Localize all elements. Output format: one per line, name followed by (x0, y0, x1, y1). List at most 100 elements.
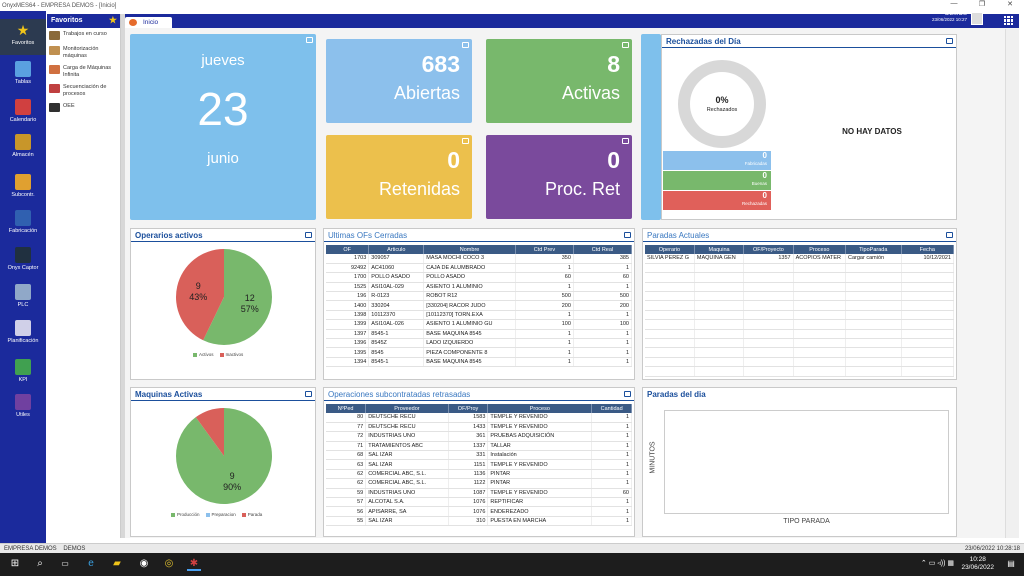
minimize-button[interactable]: — (950, 0, 958, 7)
task-view-icon[interactable]: ▭ (61, 559, 69, 568)
table-cell: POLLO ASADO (423, 272, 516, 283)
tray-icons[interactable]: ⌃ ▭ ◃)) ▦ (920, 560, 954, 567)
edge-icon[interactable]: e (88, 558, 94, 569)
table-row[interactable]: SILVIA PEREZ G MAQUINA GEN 1357 ACOPIOS MAT… (645, 254, 955, 264)
table-row[interactable]: 1398 10112370 [10112370] TORN.EXA 1 1 (326, 310, 633, 321)
expand-icon[interactable] (622, 138, 629, 144)
notifications-icon[interactable]: ▤ (1007, 559, 1015, 568)
column-header[interactable]: TipoParada (845, 245, 902, 254)
table-row[interactable]: 196 R-0123 ROBOT R12 500 500 (326, 291, 633, 302)
favorite-item[interactable]: Carga de Máquinas Infinita (47, 62, 120, 81)
kpi-tile-retenidas[interactable]: 0 Retenidas (326, 135, 472, 219)
panel-splitter[interactable] (121, 14, 125, 538)
table-row[interactable]: 1399 ASI10AL-026 ASIENTO 1 ALUMINIO GU 100 1… (326, 319, 633, 330)
expand-icon[interactable] (624, 232, 631, 238)
column-header[interactable]: Ctd Real (573, 245, 633, 254)
kpi-tile-abiertas[interactable]: 683 Abiertas (326, 39, 472, 123)
column-header[interactable]: Nombre (423, 245, 516, 254)
favorite-item[interactable]: Secuenciación de procesos (47, 81, 120, 100)
kpi-tile-proc-ret[interactable]: 0 Proc. Ret (486, 135, 632, 219)
table-row[interactable]: 63 SAL IZAR 1151 TEMPLE Y REVENIDO 1 (326, 459, 632, 470)
table-row[interactable]: 68 SAL IZAR 331 Instalación 1 (326, 450, 632, 461)
table-row[interactable]: 55 SAL IZAR 310 PUESTA EN MARCHA 1 (326, 516, 632, 527)
legend-swatch (219, 352, 224, 357)
tab-inicio[interactable]: Inicio (125, 17, 172, 28)
table-row[interactable]: 71 TRATAMIENTOS ABC 1337 TALLAR 1 (326, 441, 632, 452)
expand-icon[interactable] (946, 232, 953, 238)
windows-start-icon[interactable]: ⊞ (10, 558, 20, 569)
column-header[interactable]: OF (326, 245, 370, 254)
nav-item-almac-n[interactable]: Almacén (0, 131, 46, 167)
expand-icon[interactable] (306, 37, 313, 43)
table-row[interactable]: 1396 8545Z LADO IZQUIERDO 1 1 (326, 338, 633, 349)
expand-icon[interactable] (624, 391, 631, 397)
table-row[interactable]: 56 APISARRE, SA 1076 ENDEREZADO 1 (326, 506, 632, 517)
avatar[interactable] (971, 12, 983, 25)
column-header[interactable]: Articulo (368, 245, 425, 254)
column-header[interactable]: Ctd Prev (515, 245, 574, 254)
expand-icon[interactable] (462, 42, 469, 48)
column-header[interactable]: Maquina (694, 245, 745, 254)
pie-slice-parada[interactable] (195, 408, 224, 456)
table-row[interactable]: 1397 8545-1 BASE MAQUINA 8545 1 1 (326, 329, 633, 340)
taskbar-clock[interactable]: 10:28 23/06/2022 (961, 556, 994, 572)
star-icon[interactable]: ★ (108, 15, 117, 25)
nav-item-kpi[interactable]: KPI (0, 356, 46, 392)
nav-item-plc[interactable]: PLC (0, 281, 46, 317)
nav-item-favoritos[interactable]: ★ Favoritos (0, 19, 46, 55)
nav-item-fabricaci-n[interactable]: Fabricación (0, 207, 46, 243)
table-row[interactable]: 1700 POLLO ASADO POLLO ASADO 60 60 (326, 272, 633, 283)
column-header[interactable]: NºPed (326, 404, 367, 413)
table-row[interactable]: 92492 AC41060 CAJA DE ALUMBRADO 1 1 (326, 263, 633, 274)
main-navigation: ★ Favoritos Tablas Calendario Almacén Subcont… (0, 11, 46, 543)
table-row[interactable]: 57 ALCOTAL S.A. 1076 REPTIFICAR 1 (326, 497, 632, 508)
column-header[interactable]: Operario (645, 245, 695, 254)
table-cell: 63 (326, 459, 367, 470)
column-header[interactable]: Proceso (793, 245, 847, 254)
pie-slice-inactivos[interactable] (176, 249, 224, 341)
table-row[interactable]: 1394 8545-1 BASE MAQUINA 8545 1 1 (326, 357, 633, 368)
column-header[interactable]: Proveedor (365, 404, 449, 413)
expand-icon[interactable] (462, 138, 469, 144)
maximize-button[interactable]: ❐ (978, 1, 986, 8)
file-explorer-icon[interactable]: ▰ (113, 558, 121, 569)
expand-icon[interactable] (305, 391, 312, 397)
table-row[interactable]: 62 COMERCIAL ABC, S.L. 1122 PINTAR 1 (326, 478, 632, 489)
nav-item-planificaci-n[interactable]: Planificación (0, 317, 46, 353)
favorite-item[interactable]: Trabajos en curso (47, 28, 120, 43)
table-cell: 1400 (326, 300, 370, 311)
nav-item-utiles[interactable]: Utiles (0, 391, 46, 427)
apps-grid-icon[interactable] (1004, 16, 1013, 25)
kpi-tile-activas[interactable]: 8 Activas (486, 39, 632, 123)
expand-icon[interactable] (946, 38, 953, 44)
favorite-item[interactable]: Monitorización máquinas (47, 43, 120, 62)
table-row[interactable]: 80 DEUTSCHE RECU 1583 TEMPLE Y REVENIDO 1 (326, 413, 632, 423)
table-row[interactable]: 1703 309057 MASA MOCHI COCO 3 350 385 (326, 254, 633, 264)
table-row[interactable]: 59 INDUSTRIAS UNO 1087 TEMPLE Y REVENIDO 60 (326, 488, 632, 499)
column-header[interactable]: OF/Proyecto (743, 245, 794, 254)
table-row[interactable]: 1400 330204 [330204] RACOR JUDO 200 200 (326, 300, 633, 311)
column-header[interactable]: Cantidad (591, 404, 632, 413)
table-row[interactable]: 77 DEUTSCHE RECU 1433 TEMPLE Y REVENIDO 1 (326, 422, 632, 433)
expand-icon[interactable] (305, 232, 312, 238)
chrome-icon[interactable]: ◎ (164, 558, 174, 569)
nav-item-onyx-captor[interactable]: Onyx Captor (0, 244, 46, 280)
column-header[interactable]: OF/Proy (448, 404, 489, 413)
nav-item-subcontr-[interactable]: Subcontr. (0, 171, 46, 207)
vertical-scrollbar[interactable] (1005, 29, 1019, 538)
table-row[interactable]: 1525 ASI10AL-029 ASIENTO 1 ALUMINIO 1 1 (326, 282, 633, 293)
close-button[interactable]: ✕ (1007, 1, 1013, 8)
column-header[interactable]: Fecha (901, 245, 955, 254)
onyx-app-icon[interactable]: ✱ (187, 557, 201, 571)
browser-icon[interactable]: ◉ (139, 558, 149, 569)
pie-slice-activos[interactable] (203, 249, 272, 345)
favorite-item[interactable]: OEE (47, 100, 120, 115)
table-row[interactable]: 62 COMERCIAL ABC, S.L. 1136 PINTAR 1 (326, 469, 632, 480)
table-row[interactable]: 72 INDUSTRIAS UNO 361 PRUEBAS ADQUISICIÓN 1 (326, 431, 632, 442)
nav-item-tablas[interactable]: Tablas (0, 58, 46, 94)
expand-icon[interactable] (622, 42, 629, 48)
column-header[interactable]: Proceso (487, 404, 593, 413)
search-icon[interactable]: ⌕ (37, 558, 43, 569)
nav-item-calendario[interactable]: Calendario (0, 96, 46, 132)
